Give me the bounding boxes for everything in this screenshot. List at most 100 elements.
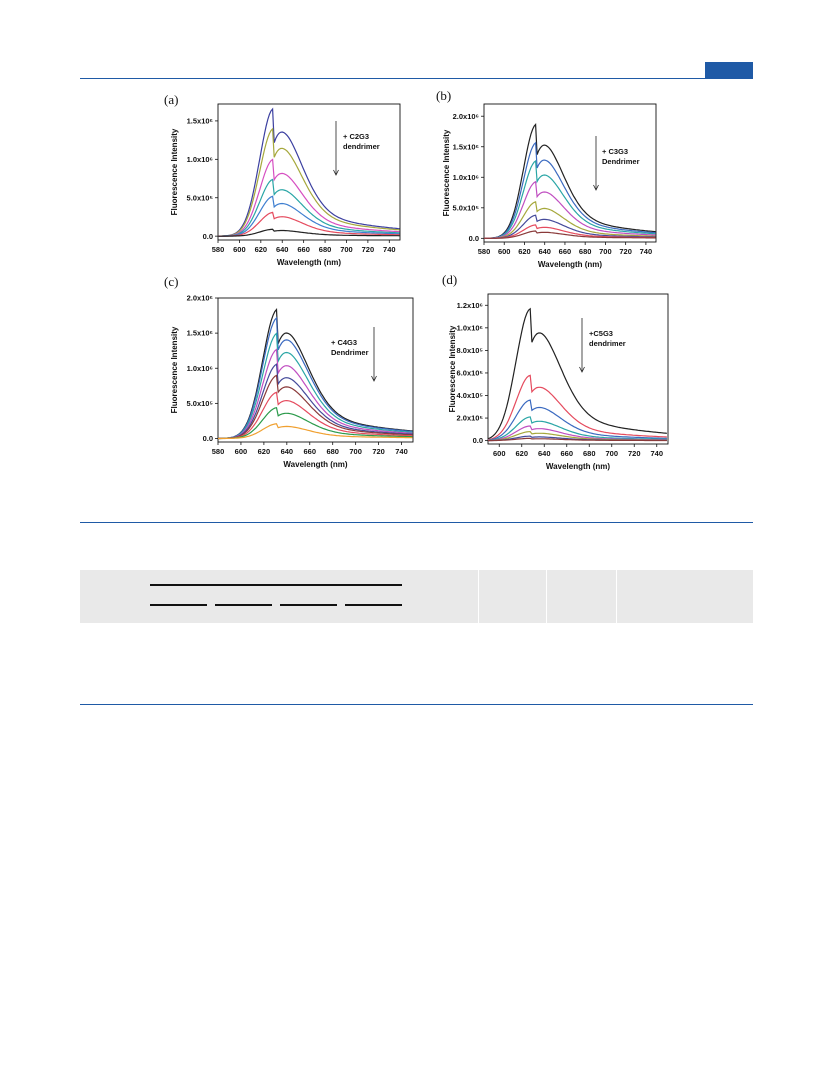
x-axis-label: Wavelength (nm) [277,258,341,267]
section-tab [705,62,753,78]
series-line-8 [488,437,667,442]
x-axis-label: Wavelength (nm) [546,462,610,471]
x-tick-label: 740 [640,247,653,256]
down-arrow-icon [579,366,585,373]
series-line-4 [217,348,413,440]
series-line-7 [218,391,413,440]
table-subheader-line [345,604,402,606]
panel-label: (d) [442,272,457,287]
series-line-1 [218,308,413,439]
series-line-7 [218,228,400,237]
x-tick-label: 720 [619,247,632,256]
chart-panel-d: (d) 600 620 640 660 680 700 720 740 0.0 2.0x10⁵ 4.0… [438,272,678,484]
x-axis-label: Wavelength (nm) [283,460,347,469]
x-tick-label: 660 [559,247,572,256]
series-line-5 [484,200,656,239]
chart-c-svg: (c) 580 600 620 640 660 680 700 720 740 0.0 5.0x10⁵… [164,274,414,469]
x-tick-label: 740 [395,447,408,456]
y-axis-label: Fluorescence Intensity [442,129,451,216]
x-tick-label: 600 [233,245,246,254]
table-header-band [80,570,753,623]
plot-frame [217,103,401,241]
x-tick-label: 620 [255,245,268,254]
x-axis-label: Wavelength (nm) [538,260,602,269]
chart-panel-a: (a) 580 600 620 640 660 680 700 720 740 0.0 5.0x10⁵… [160,92,415,272]
series-line-3 [217,332,413,440]
y-tick-label: 1.0x10⁶ [457,323,483,332]
x-tick-label: 740 [650,449,663,458]
y-tick-label: 0.0 [203,232,213,241]
down-arrow-icon [371,375,377,382]
series-line-8 [218,406,413,440]
series-line-2 [487,374,667,441]
x-tick-label: 700 [340,245,353,254]
y-tick-label: 8.0x10⁵ [457,346,484,355]
table-spanner-line [150,584,402,586]
y-tick-label: 1.0x10⁶ [453,173,479,182]
plot-frame [217,297,414,443]
x-tick-label: 660 [304,447,317,456]
x-tick-label: 720 [372,447,385,456]
x-tick-label: 700 [605,449,618,458]
x-tick-label: 580 [212,447,225,456]
y-tick-label: 1.0x10⁶ [187,364,213,373]
chart-a-svg: (a) 580 600 620 640 660 680 700 720 740 0.0 5.0x10⁵… [164,92,401,267]
chart-d-svg: (d) 600 620 640 660 680 700 720 740 0.0 2.0x10⁵ 4.0… [442,272,669,471]
x-tick-label: 700 [349,447,362,456]
annotation-line-2: Dendrimer [331,348,369,357]
series-line-4 [218,178,400,237]
y-tick-label: 1.5x10⁶ [453,142,479,151]
annotation-line-1: + C3G3 [602,147,628,156]
series-line-1 [487,307,667,440]
annotation-line-1: +C5G3 [589,329,613,338]
y-axis-label: Fluorescence Intensity [170,326,179,413]
y-tick-label: 2.0x10⁶ [453,112,479,121]
x-tick-label: 600 [498,247,511,256]
x-tick-label: 640 [276,245,289,254]
x-tick-label: 660 [297,245,310,254]
table-column-divider [616,570,617,623]
x-tick-label: 640 [538,247,551,256]
plot-frame [487,293,669,445]
chart-b-svg: (b) 580 600 620 640 660 680 700 720 740 0.0 5.0x10⁵… [436,88,657,269]
x-tick-label: 620 [258,447,271,456]
panel-label: (a) [164,92,178,107]
x-tick-label: 580 [478,247,491,256]
series-line-3 [487,399,667,441]
y-tick-label: 1.5x10⁶ [187,117,213,126]
x-tick-label: 700 [599,247,612,256]
series-line-2 [218,127,400,237]
figure-bottom-rule [80,522,753,523]
table-column-divider [478,570,479,623]
series-line-6 [217,211,400,237]
x-tick-label: 720 [362,245,375,254]
annotation-line-1: + C4G3 [331,338,357,347]
x-tick-label: 680 [583,449,596,458]
series-line-6 [218,374,413,440]
panel-label: (c) [164,274,178,289]
y-tick-label: 5.0x10⁵ [453,203,480,212]
table-column-divider [546,570,547,623]
table-subheader-line [280,604,337,606]
series-line-4 [487,416,667,441]
y-tick-label: 2.0x10⁶ [187,294,213,303]
table-subheader-line [215,604,272,606]
x-tick-label: 600 [493,449,506,458]
y-tick-label: 1.5x10⁶ [187,329,213,338]
series-line-4 [484,180,656,239]
y-axis-label: Fluorescence Intensity [170,128,179,215]
table-subheader-line [150,604,207,606]
y-tick-label: 0.0 [203,434,213,443]
y-tick-label: 4.0x10⁵ [457,391,484,400]
down-arrow-icon [593,184,599,191]
x-tick-label: 660 [560,449,573,458]
series-line-6 [484,214,656,239]
x-tick-label: 620 [515,449,528,458]
series-line-2 [484,141,656,239]
y-tick-label: 1.2x10⁶ [457,301,483,310]
y-tick-label: 5.0x10⁵ [187,193,214,202]
chart-panel-b: (b) 580 600 620 640 660 680 700 720 740 0.0 5.0x10⁵… [432,88,672,271]
annotation-line-2: dendrimer [343,142,380,151]
x-tick-label: 740 [383,245,396,254]
y-axis-label: Fluorescence Intensity [448,325,457,412]
